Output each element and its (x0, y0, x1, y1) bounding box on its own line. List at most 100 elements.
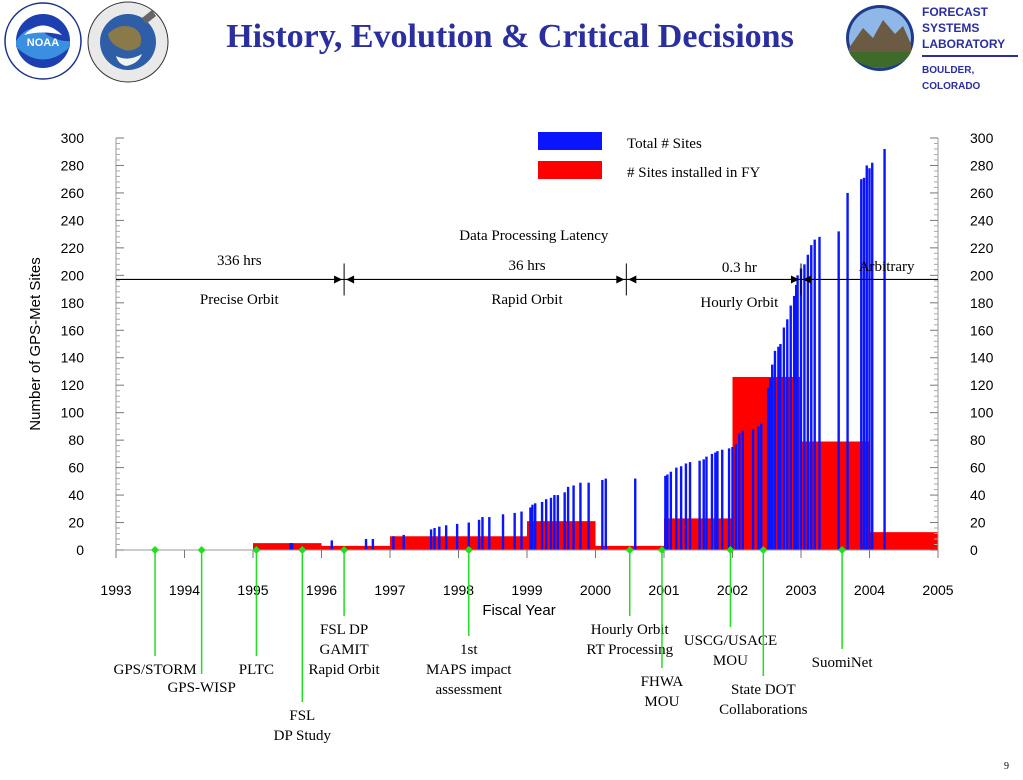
y-tick-label-right: 260 (970, 185, 994, 201)
total-sites-spike-37 (669, 471, 673, 550)
y-tick-label-left: 120 (61, 377, 85, 393)
total-sites-spike-81 (871, 162, 874, 550)
milestone-marker-0 (151, 546, 160, 554)
milestone-label-0: GPS/STORM (113, 662, 196, 678)
total-sites-spike-23 (544, 499, 548, 550)
total-sites-spike-63 (782, 327, 786, 550)
total-sites-spike-79 (865, 165, 868, 550)
noaa-logo: NOAA (4, 2, 82, 80)
total-sites-spike-16 (501, 514, 505, 550)
total-sites-spike-17 (513, 512, 516, 550)
milestone-label-5: MAPS impact (426, 662, 512, 678)
milestone-label-7: MOU (644, 694, 679, 710)
total-sites-spike-22 (540, 501, 544, 550)
total-sites-spike-32 (601, 479, 604, 550)
installed-bar-fy1999 (527, 521, 596, 550)
latency-arrowhead-left-1 (616, 275, 625, 284)
y-tick-label-left: 180 (61, 295, 85, 311)
milestone-marker-4 (340, 546, 349, 554)
total-sites-spike-73 (813, 239, 816, 551)
total-sites-spike-5 (392, 536, 395, 550)
x-tick-label: 1993 (100, 582, 131, 598)
forecast-systems-globe-logo (86, 0, 170, 84)
total-sites-spike-34 (634, 478, 637, 550)
milestone-label-3: FSL (289, 708, 315, 724)
milestone-marker-6 (625, 546, 634, 554)
total-sites-spike-35 (664, 475, 667, 550)
milestone-label-8: USCG/USACE (684, 633, 777, 649)
milestone-label-4: FSL DP (320, 622, 368, 638)
milestone-label-4: Rapid Orbit (308, 662, 380, 678)
total-sites-spike-76 (846, 192, 849, 550)
y-tick-label-right: 140 (970, 350, 994, 366)
total-sites-spike-66 (792, 295, 796, 550)
total-sites-spike-60 (773, 350, 777, 550)
milestone-label-5: assessment (435, 682, 502, 698)
installed-bar-fy1998 (458, 536, 527, 550)
milestone-label-4: GAMIT (320, 642, 369, 658)
total-sites-spike-39 (679, 466, 683, 550)
x-tick-label: 1995 (237, 582, 268, 598)
total-sites-spike-75 (837, 231, 840, 551)
total-sites-spike-31 (587, 482, 590, 550)
total-sites-spike-65 (789, 305, 792, 550)
y-tick-label-right: 200 (970, 267, 994, 283)
legend-label-installed: # Sites installed in FY (627, 165, 761, 181)
y-tick-label-left: 100 (61, 405, 85, 421)
milestone-label-9: Collaborations (719, 702, 807, 718)
total-sites-spike-21 (534, 503, 537, 550)
x-tick-label: 2001 (648, 582, 679, 598)
total-sites-spike-42 (698, 460, 701, 550)
total-sites-spike-7 (429, 529, 433, 550)
total-sites-spike-71 (806, 254, 810, 550)
total-sites-spike-78 (862, 177, 866, 550)
latency-title: Data Processing Latency (459, 228, 609, 244)
total-sites-spike-1 (290, 543, 294, 550)
y-tick-label-left: 80 (68, 432, 84, 448)
latency-value-2: 0.3 hr (722, 260, 757, 276)
total-sites-spike-74 (818, 236, 821, 550)
total-sites-spike-53 (741, 430, 744, 550)
y-tick-label-left: 220 (61, 240, 85, 256)
x-tick-label: 2003 (785, 582, 816, 598)
installed-bar-fy1995 (253, 543, 322, 550)
latency-arrowhead-left-0 (334, 275, 343, 284)
page-number: 9 (1004, 761, 1009, 772)
lab-location: BOULDER, COLORADO (922, 65, 981, 92)
milestone-marker-10 (838, 546, 847, 554)
milestone-label-9: State DOT (731, 682, 796, 698)
total-sites-spike-49 (727, 448, 731, 550)
total-sites-spike-13 (477, 519, 481, 550)
total-sites-spike-82 (883, 148, 886, 550)
total-sites-spike-8 (433, 528, 436, 550)
y-tick-label-right: 280 (970, 157, 994, 173)
latency-arrowhead-right-2 (803, 275, 811, 284)
y-tick-label-left: 160 (61, 322, 85, 338)
total-sites-spike-24 (549, 497, 553, 550)
milestone-marker-7 (657, 546, 666, 554)
y-axis-label: Number of GPS-Met Sites (27, 257, 44, 430)
milestone-marker-8 (726, 546, 735, 554)
milestone-label-6: Hourly Orbit (591, 622, 670, 638)
total-sites-spike-19 (529, 507, 532, 550)
y-tick-label-left: 300 (61, 130, 85, 146)
x-tick-label: 2004 (854, 582, 885, 598)
total-sites-spike-29 (572, 485, 575, 550)
milestone-label-8: MOU (713, 653, 748, 669)
total-sites-spike-57 (766, 387, 770, 550)
y-tick-label-left: 140 (61, 350, 85, 366)
total-sites-spike-69 (799, 268, 803, 550)
total-sites-spike-50 (731, 447, 734, 550)
total-sites-spike-56 (760, 423, 763, 550)
total-sites-spike-45 (710, 453, 714, 550)
y-tick-label-left: 40 (68, 487, 84, 503)
total-sites-spike-44 (705, 456, 708, 550)
total-sites-spike-59 (771, 364, 774, 550)
y-tick-label-left: 260 (61, 185, 85, 201)
total-sites-spike-58 (768, 378, 772, 550)
y-tick-label-left: 240 (61, 212, 85, 228)
total-sites-spike-9 (438, 526, 441, 550)
total-sites-spike-61 (777, 346, 780, 550)
total-sites-spike-0 (289, 543, 292, 550)
